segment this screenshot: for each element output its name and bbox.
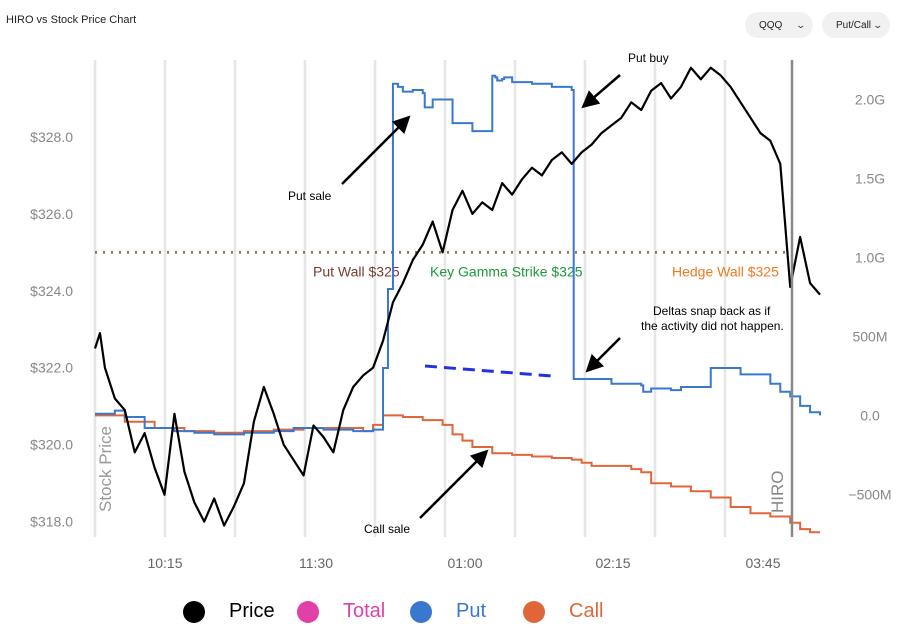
annotation-snap-back-2: the activity did not happen. xyxy=(641,319,784,333)
x-tick-label: 03:45 xyxy=(745,555,780,571)
chart-title: HIRO vs Stock Price Chart xyxy=(6,14,137,26)
left-tick-label: $320.0 xyxy=(30,437,73,453)
symbol-select[interactable]: QQQ ⌄ xyxy=(745,12,813,38)
arrow-put-sale xyxy=(341,115,411,185)
legend-swatch-total xyxy=(297,600,319,623)
legend-item-call[interactable]: Call xyxy=(523,600,603,623)
legend-item-put[interactable]: Put xyxy=(410,600,486,623)
chart-legend: Price Total Put Call xyxy=(0,600,909,630)
mode-select-value: Put/Call xyxy=(836,19,872,31)
x-tick-label: 02:15 xyxy=(595,555,630,571)
right-tick-label: 2.0G xyxy=(855,91,885,107)
left-tick-label: $328.0 xyxy=(30,129,73,145)
left-axis-label: Stock Price xyxy=(96,426,115,512)
hiro-chart: $318.0 $320.0 $322.0 $324.0 $326.0 $328.0 −50… xyxy=(30,51,891,571)
left-tick-label: $318.0 xyxy=(30,514,73,530)
arrow-call-sale xyxy=(419,449,489,519)
vertical-gridlines xyxy=(93,60,727,537)
hedge-wall-label: Hedge Wall $325 xyxy=(672,263,779,279)
symbol-select-value: QQQ xyxy=(759,19,783,31)
annotation-put-buy: Put buy xyxy=(628,51,669,65)
x-tick-label: 11:30 xyxy=(299,555,333,571)
arrow-put-buy xyxy=(581,74,621,109)
series-put-line xyxy=(95,74,821,436)
annotation-call-sale: Call sale xyxy=(364,522,410,536)
right-tick-label: 1.5G xyxy=(855,170,885,186)
right-tick-label: 0.0 xyxy=(860,407,880,423)
left-tick-label: $324.0 xyxy=(30,283,73,299)
legend-item-total[interactable]: Total xyxy=(297,600,385,623)
legend-swatch-put xyxy=(410,600,432,623)
left-axis-ticks: $318.0 $320.0 $322.0 $324.0 $326.0 $328.0 xyxy=(30,129,73,530)
x-tick-label: 10:15 xyxy=(147,555,182,571)
legend-swatch-call xyxy=(523,600,545,623)
right-tick-label: 500M xyxy=(852,328,887,344)
legend-label-call: Call xyxy=(569,600,604,622)
chevron-down-icon: ⌄ xyxy=(795,19,807,30)
left-tick-label: $322.0 xyxy=(30,360,73,376)
legend-swatch-price xyxy=(183,600,205,623)
snap-back-dashed-line xyxy=(424,364,553,378)
x-axis-ticks: 10:15 11:30 01:00 02:15 03:45 xyxy=(147,555,780,571)
key-gamma-label: Key Gamma Strike $325 xyxy=(430,263,583,279)
annotation-put-sale: Put sale xyxy=(288,189,332,203)
put-wall-label: Put Wall $325 xyxy=(313,263,400,279)
legend-label-put: Put xyxy=(456,600,487,622)
left-tick-label: $326.0 xyxy=(30,206,73,222)
right-axis-ticks: −500M 0.0 500M 1.0G 1.5G 2.0G xyxy=(848,91,891,502)
legend-label-price: Price xyxy=(229,600,275,622)
legend-item-price[interactable]: Price xyxy=(183,600,275,623)
arrow-snap-back xyxy=(585,337,621,373)
chevron-down-icon: ⌄ xyxy=(872,19,884,30)
right-tick-label: 1.0G xyxy=(855,249,885,265)
legend-label-total: Total xyxy=(343,600,386,622)
x-tick-label: 01:00 xyxy=(447,555,482,571)
right-tick-label: −500M xyxy=(848,486,891,502)
right-axis-label: HIRO xyxy=(768,471,787,514)
annotation-snap-back-1: Deltas snap back as if xyxy=(653,304,771,318)
mode-select[interactable]: Put/Call ⌄ xyxy=(822,12,890,38)
series-price-line xyxy=(93,66,821,527)
